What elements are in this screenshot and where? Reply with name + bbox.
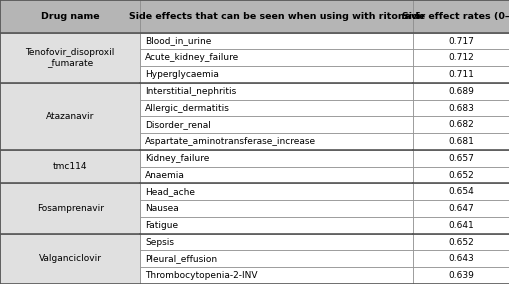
Bar <box>140 66 412 83</box>
Bar <box>140 49 412 66</box>
Text: 0.652: 0.652 <box>448 238 473 247</box>
Bar <box>412 167 509 183</box>
Bar <box>140 33 412 49</box>
Text: Disorder_renal: Disorder_renal <box>145 120 211 129</box>
Text: Interstitial_nephritis: Interstitial_nephritis <box>145 87 236 96</box>
Bar <box>0 0 140 33</box>
Text: 0.683: 0.683 <box>448 104 473 112</box>
Text: Nausea: Nausea <box>145 204 179 213</box>
Text: Drug name: Drug name <box>41 12 99 21</box>
Text: Side effects that can be seen when using with ritonavir: Side effects that can be seen when using… <box>128 12 424 21</box>
Bar <box>0 234 140 284</box>
Text: Sepsis: Sepsis <box>145 238 174 247</box>
Text: 0.717: 0.717 <box>448 37 473 45</box>
Text: 0.643: 0.643 <box>448 254 473 263</box>
Bar <box>412 49 509 66</box>
Bar <box>140 234 412 250</box>
Bar <box>412 100 509 116</box>
Bar <box>0 33 140 83</box>
Text: 0.652: 0.652 <box>448 171 473 179</box>
Bar <box>0 83 140 150</box>
Text: 0.712: 0.712 <box>448 53 473 62</box>
Bar <box>412 217 509 234</box>
Bar <box>140 167 412 183</box>
Text: 0.647: 0.647 <box>448 204 473 213</box>
Bar <box>140 133 412 150</box>
Bar <box>0 183 140 234</box>
Text: 0.639: 0.639 <box>448 271 473 280</box>
Bar <box>412 33 509 49</box>
Bar <box>412 133 509 150</box>
Bar <box>412 116 509 133</box>
Text: Side effect rates (0–1): Side effect rates (0–1) <box>402 12 509 21</box>
Text: Head_ache: Head_ache <box>145 187 195 196</box>
Bar <box>412 250 509 267</box>
Text: tmc114: tmc114 <box>53 162 87 171</box>
Bar <box>412 200 509 217</box>
Text: 0.689: 0.689 <box>448 87 473 96</box>
Text: Allergic_dermatitis: Allergic_dermatitis <box>145 104 230 112</box>
Bar <box>140 217 412 234</box>
Text: Pleural_effusion: Pleural_effusion <box>145 254 217 263</box>
Bar <box>140 116 412 133</box>
Text: 0.657: 0.657 <box>448 154 473 163</box>
Text: Atazanavir: Atazanavir <box>46 112 94 121</box>
Bar <box>412 83 509 100</box>
Text: Kidney_failure: Kidney_failure <box>145 154 209 163</box>
Bar <box>140 200 412 217</box>
Text: Tenofovir_disoproxil
_fumarate: Tenofovir_disoproxil _fumarate <box>25 48 115 68</box>
Bar <box>412 234 509 250</box>
Bar <box>140 83 412 100</box>
Bar <box>140 267 412 284</box>
Bar <box>412 267 509 284</box>
Bar <box>412 66 509 83</box>
Bar <box>412 150 509 167</box>
Bar <box>140 183 412 200</box>
Bar <box>0 150 140 183</box>
Text: 0.654: 0.654 <box>448 187 473 196</box>
Bar <box>412 0 509 33</box>
Text: Valganciclovir: Valganciclovir <box>39 254 101 263</box>
Text: Fosamprenavir: Fosamprenavir <box>37 204 103 213</box>
Text: Aspartate_aminotransferase_increase: Aspartate_aminotransferase_increase <box>145 137 316 146</box>
Text: Blood_in_urine: Blood_in_urine <box>145 37 211 45</box>
Bar <box>140 0 412 33</box>
Bar <box>140 100 412 116</box>
Text: 0.681: 0.681 <box>448 137 473 146</box>
Text: Hyperglycaemia: Hyperglycaemia <box>145 70 219 79</box>
Text: 0.711: 0.711 <box>448 70 473 79</box>
Bar <box>140 250 412 267</box>
Text: Fatigue: Fatigue <box>145 221 178 230</box>
Bar <box>412 183 509 200</box>
Bar <box>140 150 412 167</box>
Text: 0.641: 0.641 <box>448 221 473 230</box>
Text: Anaemia: Anaemia <box>145 171 185 179</box>
Text: Acute_kidney_failure: Acute_kidney_failure <box>145 53 239 62</box>
Text: 0.682: 0.682 <box>448 120 473 129</box>
Text: Thrombocytopenia-2-INV: Thrombocytopenia-2-INV <box>145 271 258 280</box>
